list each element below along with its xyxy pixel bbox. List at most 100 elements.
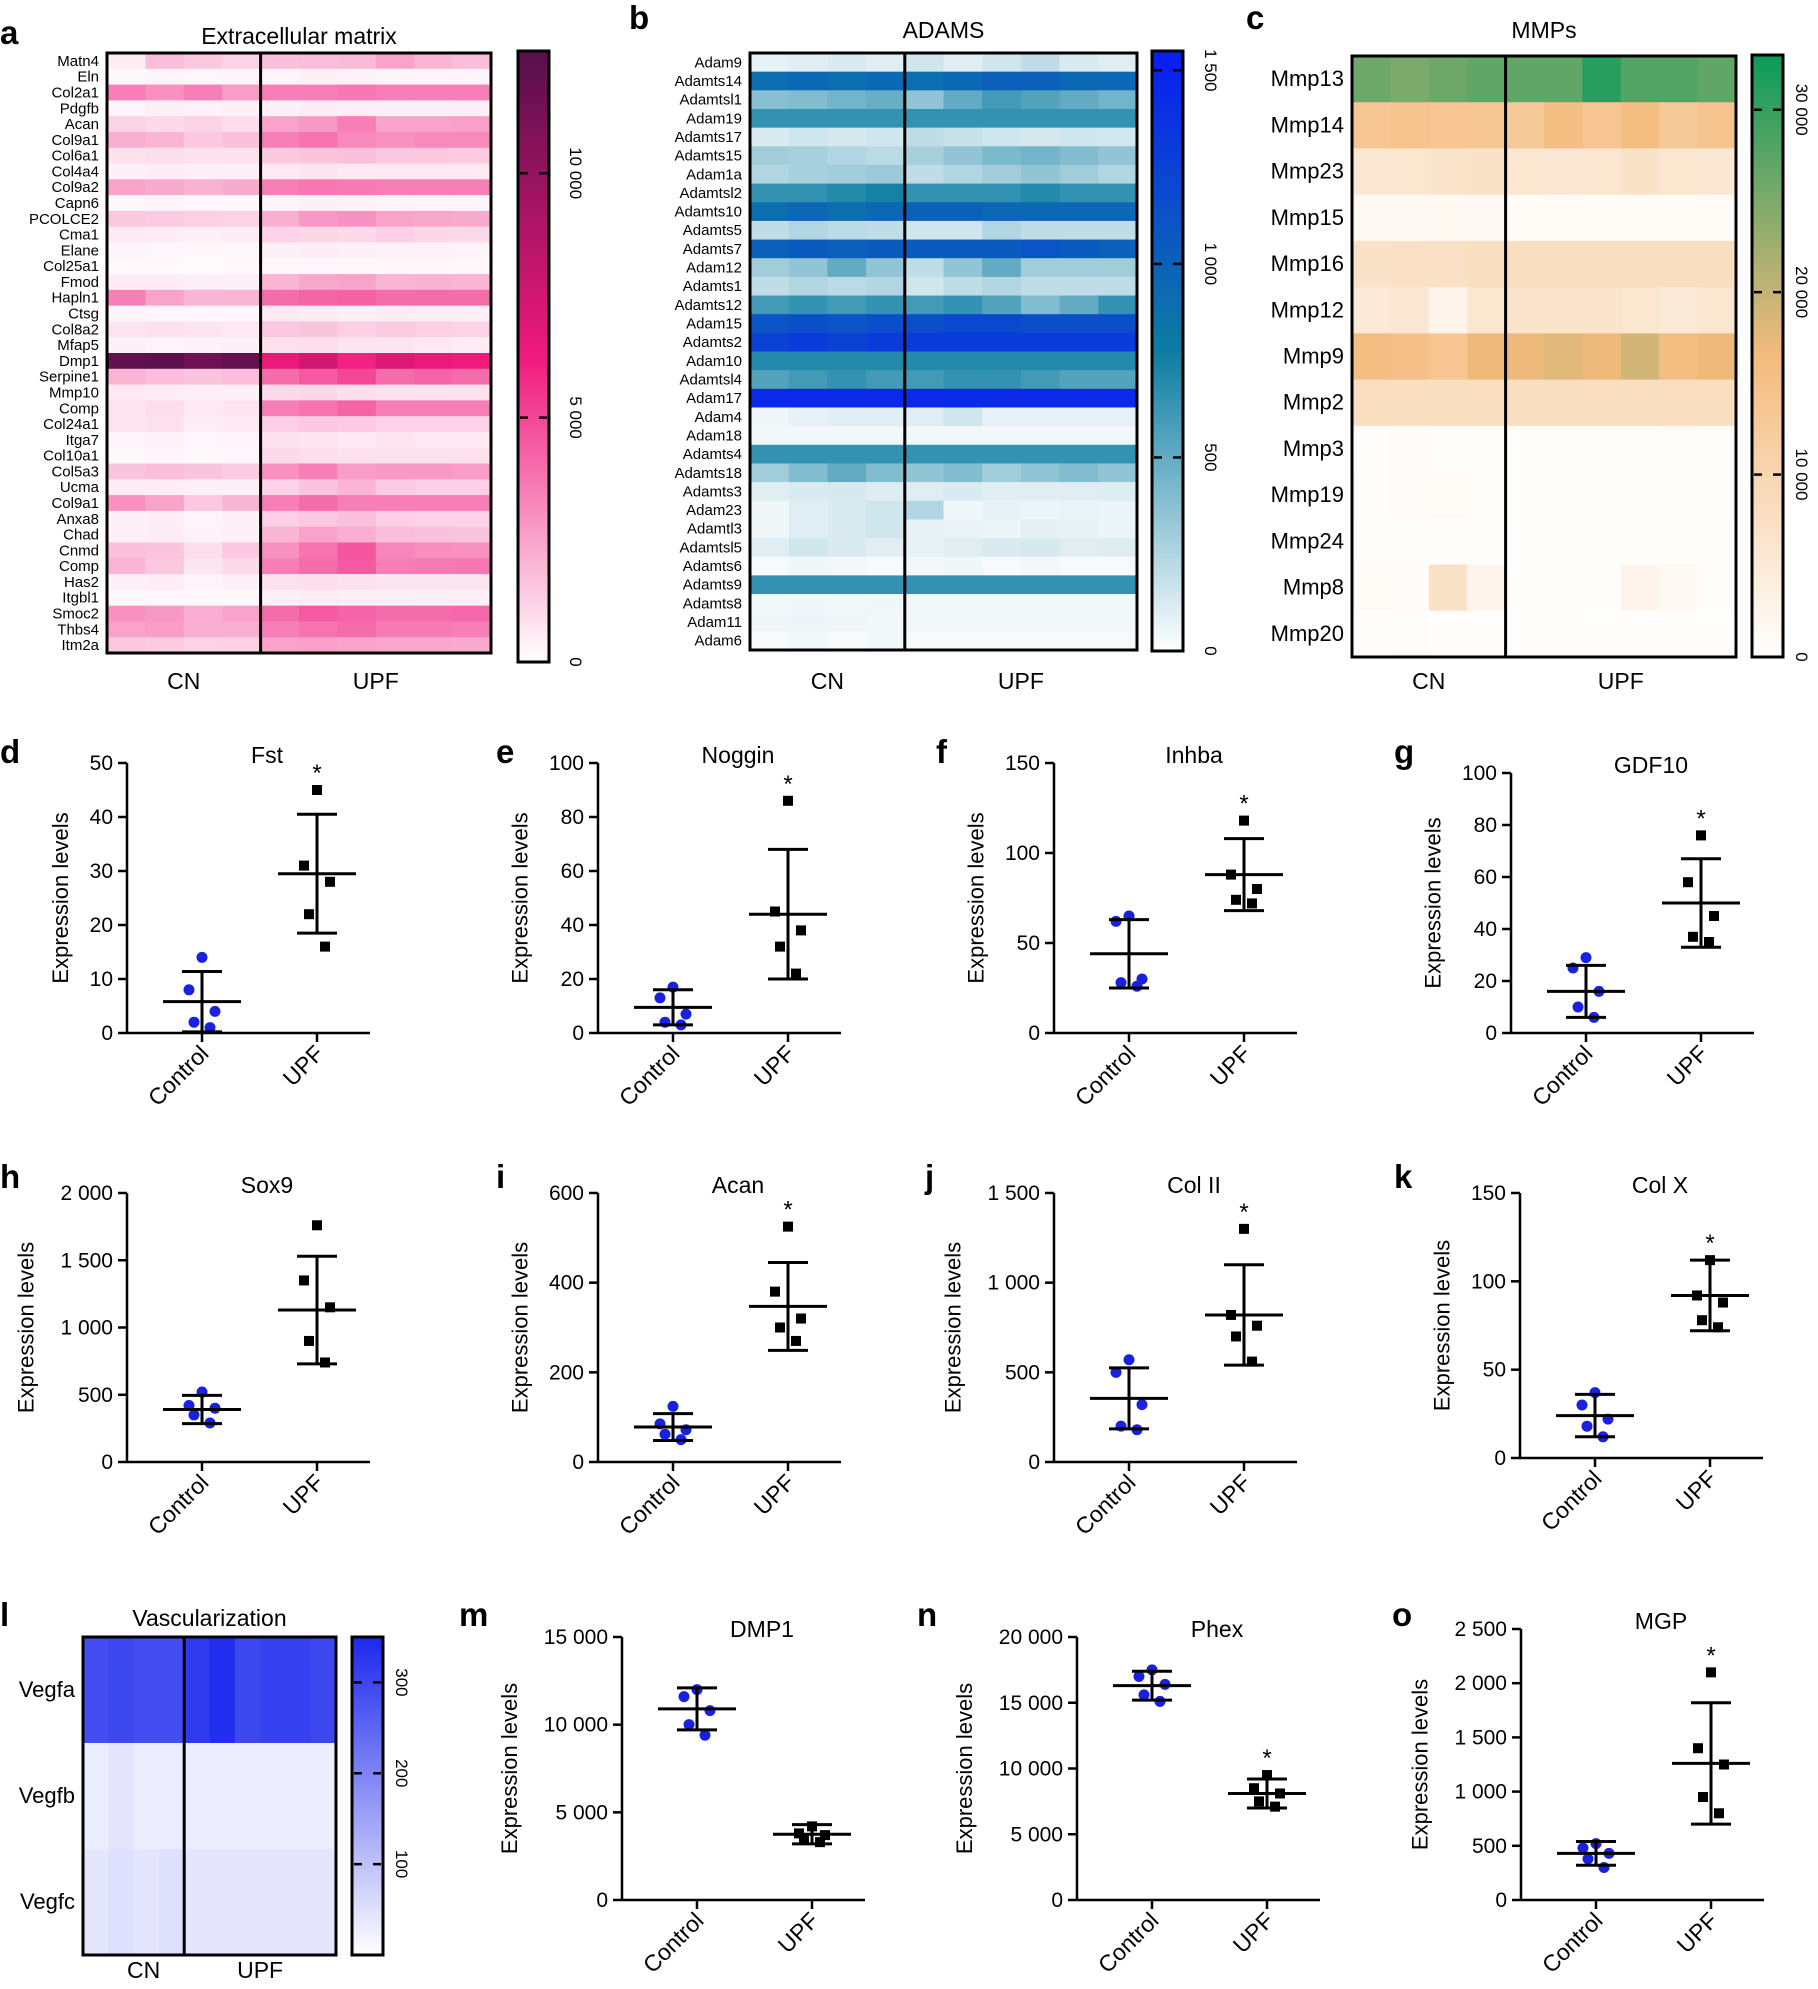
row-label: Elane xyxy=(61,242,99,259)
heatmap-cell xyxy=(1059,276,1099,297)
heatmap-cell xyxy=(904,183,945,203)
heatmap-cell xyxy=(943,71,983,91)
heatmap-cell xyxy=(375,258,415,275)
heatmap-cell xyxy=(1544,425,1583,473)
heatmap-cell xyxy=(943,500,983,521)
heatmap-cell xyxy=(1620,564,1660,612)
y-axis-label: Expression levels xyxy=(497,1683,522,1854)
heatmap-cell xyxy=(1620,472,1660,519)
heatmap-cell xyxy=(1059,295,1099,315)
heatmap-cell xyxy=(1098,108,1138,129)
heatmap-cell xyxy=(1059,444,1099,465)
heatmap-cell xyxy=(260,242,300,259)
x-category-label: Control xyxy=(1070,1469,1141,1540)
heatmap-cell xyxy=(452,447,492,465)
heatmap-cell xyxy=(904,53,945,73)
heatmap-cell xyxy=(260,447,300,465)
heatmap-cell xyxy=(1659,56,1699,103)
heatmap-cell xyxy=(337,100,377,117)
heatmap-cell xyxy=(1059,612,1099,632)
heatmap-cell xyxy=(827,519,867,539)
heatmap-cell xyxy=(452,53,492,70)
heatmap-cell xyxy=(337,84,377,101)
heatmap-cell xyxy=(1020,332,1061,353)
heatmap-cell xyxy=(1428,425,1468,473)
heatmap-cell xyxy=(1697,610,1737,658)
heatmap-cell xyxy=(866,146,906,166)
heatmap-cell xyxy=(827,370,867,390)
heatmap-cell xyxy=(83,1743,109,1850)
heatmap-cell xyxy=(1428,564,1468,612)
y-tick-label: 30 xyxy=(90,860,113,883)
heatmap-cell xyxy=(107,337,146,354)
heatmap-cell xyxy=(943,276,983,297)
heatmap-cell xyxy=(299,353,338,370)
colorbar xyxy=(1150,49,1185,653)
heatmap-cell xyxy=(866,127,906,147)
heatmap-cell xyxy=(260,558,300,575)
heatmap-cell xyxy=(1428,379,1468,427)
row-label: Comp xyxy=(59,400,99,417)
heatmap-cell xyxy=(866,53,906,73)
heatmap-cell xyxy=(1098,314,1138,334)
heatmap-cell xyxy=(375,179,415,196)
heatmap-cell xyxy=(299,384,338,401)
data-point-upf xyxy=(770,906,780,917)
heatmap-cell xyxy=(145,621,185,638)
heatmap-cell xyxy=(375,147,415,165)
y-tick-label: 100 xyxy=(1462,762,1497,785)
heatmap-cell xyxy=(337,258,377,275)
heatmap-cell xyxy=(943,127,983,147)
plot-title-n: Phex xyxy=(1191,1616,1244,1642)
heatmap-cell xyxy=(866,220,906,241)
x-category-label: UPF xyxy=(278,1469,329,1520)
y-tick-label: 0 xyxy=(1485,1022,1497,1045)
heatmap-cell xyxy=(904,482,945,502)
row-label: Thbs4 xyxy=(57,621,99,638)
heatmap-cell xyxy=(285,1743,312,1850)
heatmap-cell xyxy=(1098,220,1138,241)
heatmap-cell xyxy=(866,612,906,632)
row-label: Adamtsl5 xyxy=(679,539,742,556)
heatmap-cell xyxy=(1352,564,1391,612)
heatmap-cell xyxy=(1390,564,1430,612)
y-tick-label: 400 xyxy=(549,1272,584,1295)
heatmap-cell xyxy=(452,542,492,559)
heatmap-cell xyxy=(1544,564,1583,612)
heatmap-cell xyxy=(788,90,828,110)
panel-letter-e: e xyxy=(496,733,514,770)
heatmap-cell xyxy=(222,100,262,117)
data-point-upf xyxy=(1713,1322,1723,1333)
heatmap-cell xyxy=(108,1637,135,1744)
heatmap-cell xyxy=(299,289,338,307)
heatmap-cell xyxy=(866,276,906,297)
heatmap-cell xyxy=(183,163,223,180)
colorbar xyxy=(350,1635,385,1957)
heatmap-cell xyxy=(827,500,867,521)
heatmap-cell xyxy=(982,108,1022,129)
heatmap-cell xyxy=(750,575,790,595)
heatmap-cell xyxy=(1544,240,1583,288)
colorbar xyxy=(1750,53,1785,659)
heatmap-cell xyxy=(452,605,492,623)
heatmap-cell xyxy=(904,500,945,521)
heatmap-cell xyxy=(1582,240,1622,288)
heatmap-cell xyxy=(904,239,945,259)
heatmap-cell xyxy=(1020,71,1061,91)
heatmap-cell xyxy=(260,368,300,386)
heatmap-cell xyxy=(299,431,338,449)
heatmap-cell xyxy=(107,574,146,591)
colorbar-tick-label: 0 xyxy=(1201,646,1220,655)
heatmap-cell xyxy=(183,637,223,654)
heatmap-cell xyxy=(750,612,790,632)
heatmap-cell xyxy=(145,195,185,212)
heatmap-cell xyxy=(145,574,185,591)
heatmap-cell xyxy=(904,556,945,576)
heatmap-cell xyxy=(375,384,415,401)
heatmap-cell xyxy=(452,526,492,544)
heatmap-cell xyxy=(1697,379,1737,427)
heatmap-cell xyxy=(1390,518,1430,566)
heatmap-cell xyxy=(337,384,377,401)
heatmap-cell xyxy=(904,220,945,241)
heatmap-cell xyxy=(788,53,828,73)
